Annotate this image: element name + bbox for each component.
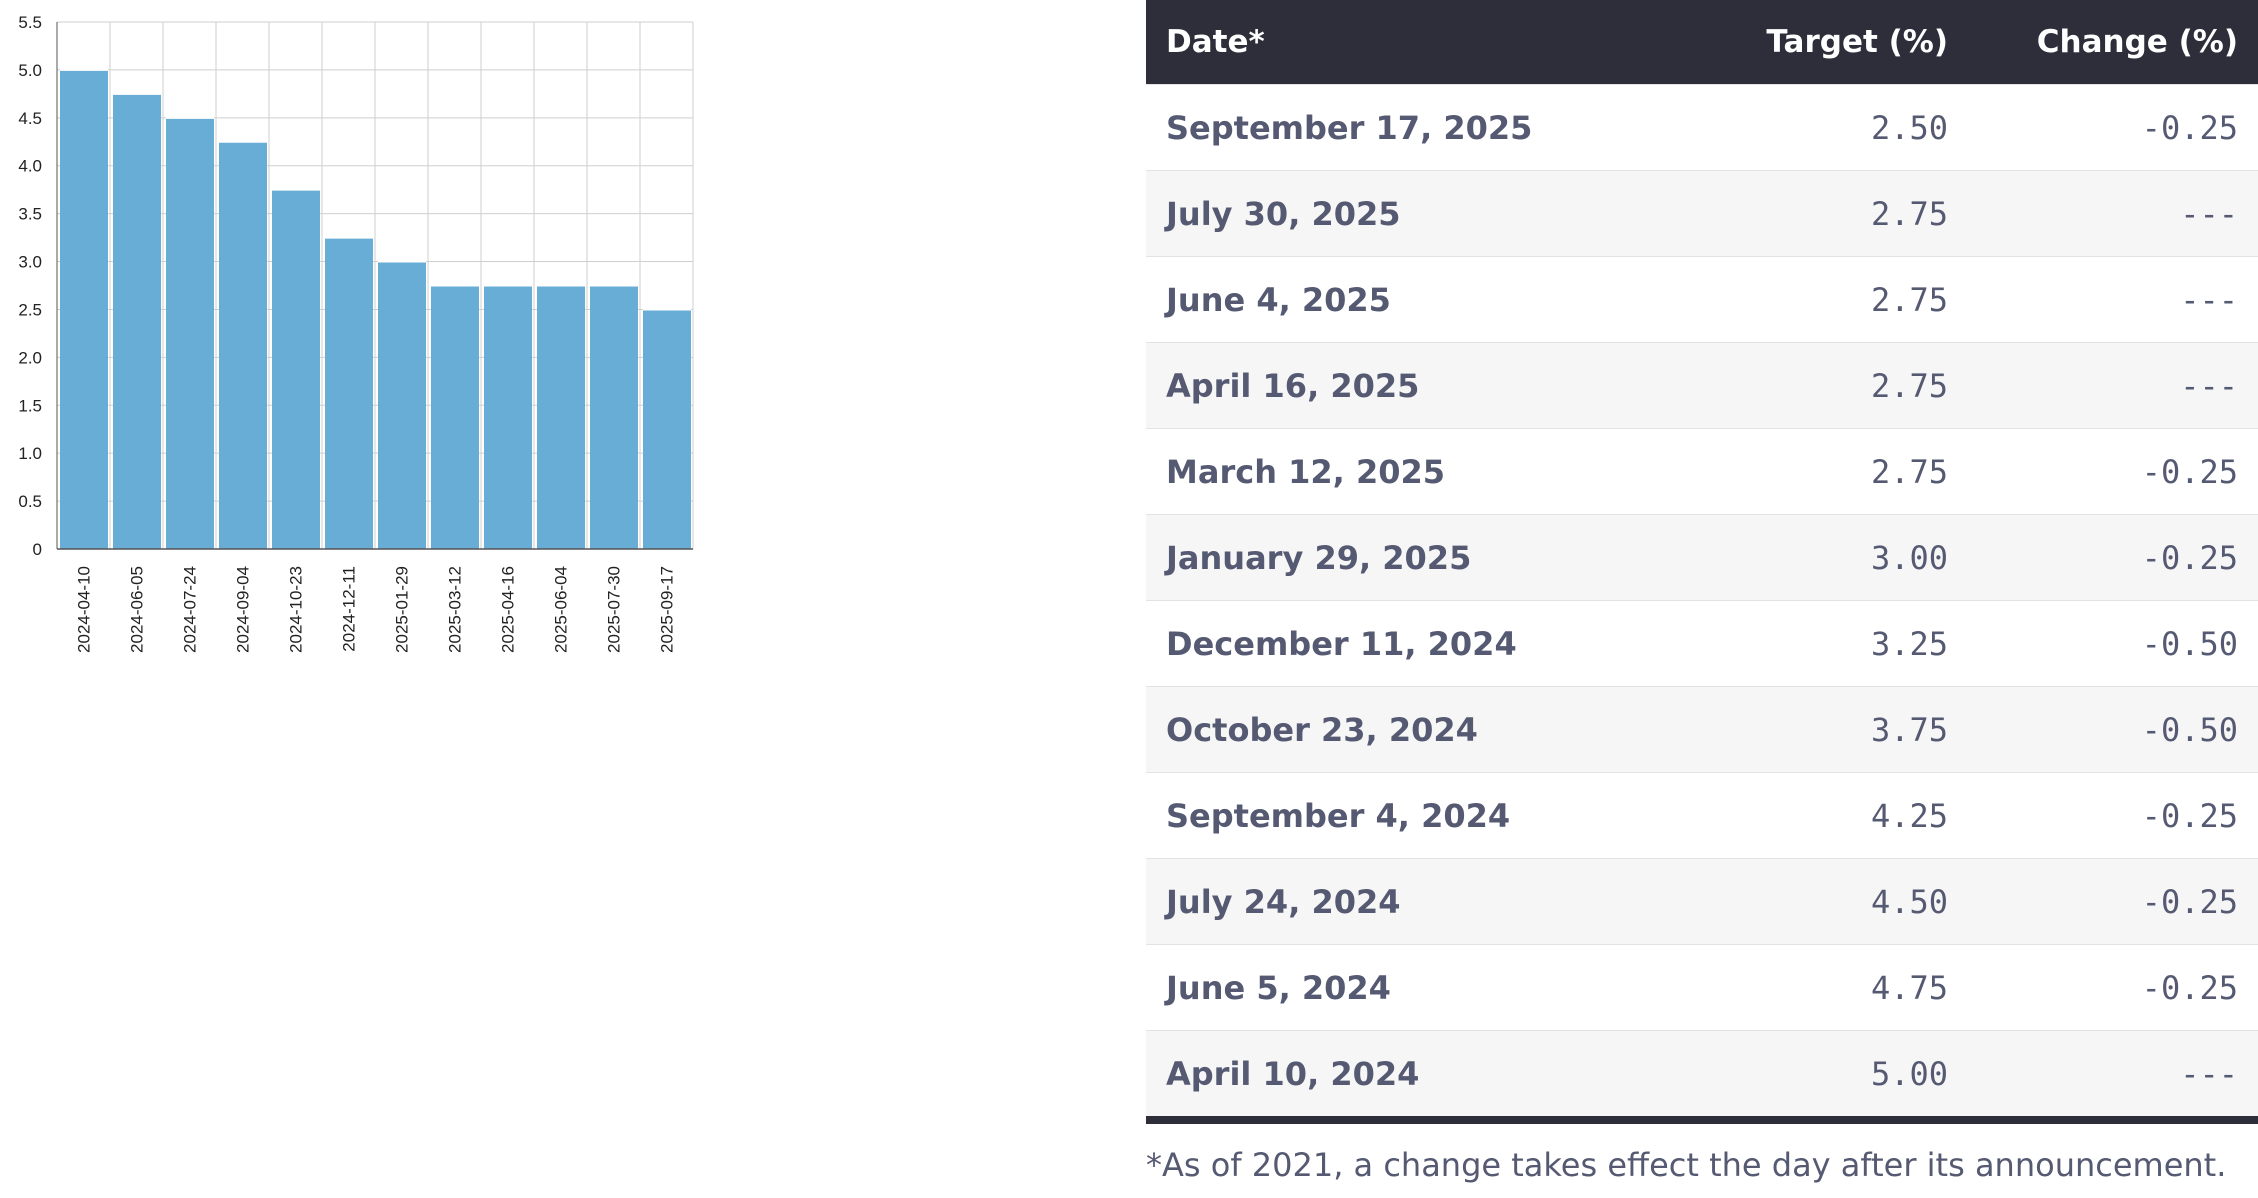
x-tick-label: 2025-07-30 — [605, 566, 624, 653]
row-date: April 16, 2025 — [1146, 342, 1706, 429]
row-date: July 24, 2024 — [1146, 858, 1706, 945]
row-change: -0.50 — [1968, 686, 2258, 773]
row-target: 2.75 — [1706, 170, 1968, 257]
row-change: -0.25 — [1968, 858, 2258, 945]
row-date: September 4, 2024 — [1146, 772, 1706, 859]
row-target: 3.00 — [1706, 514, 1968, 601]
y-tick-label: 4.0 — [18, 157, 42, 176]
table-row: April 16, 2025 2.75 --- — [1146, 342, 2258, 429]
bar — [272, 189, 320, 549]
header-change: Change (%) — [1968, 0, 2258, 85]
footnote: *As of 2021, a change takes effect the d… — [1146, 1146, 2227, 1184]
row-target: 4.50 — [1706, 858, 1968, 945]
row-date: January 29, 2025 — [1146, 514, 1706, 601]
x-tick-label: 2025-01-29 — [393, 566, 412, 653]
row-change: --- — [1968, 170, 2258, 257]
bar — [219, 141, 267, 550]
x-tick-label: 2024-10-23 — [287, 566, 306, 653]
row-date: June 4, 2025 — [1146, 256, 1706, 343]
row-change: --- — [1968, 342, 2258, 429]
table-row: December 11, 2024 3.25 -0.50 — [1146, 600, 2258, 687]
bar — [60, 69, 108, 549]
row-change: -0.25 — [1968, 514, 2258, 601]
row-date: July 30, 2025 — [1146, 170, 1706, 257]
row-target: 3.25 — [1706, 600, 1968, 687]
x-axis-labels: 2024-04-10 2024-06-05 2024-07-24 2024-09-04… — [75, 566, 677, 653]
table-row: July 24, 2024 4.50 -0.25 — [1146, 858, 2258, 945]
x-tick-label: 2024-06-05 — [128, 566, 147, 653]
row-change: -0.25 — [1968, 428, 2258, 515]
bar — [378, 261, 426, 549]
row-date: April 10, 2024 — [1146, 1030, 1706, 1124]
table-header-row: Date* Target (%) Change (%) — [1146, 0, 2258, 85]
rate-table: Date* Target (%) Change (%) September 17… — [1146, 0, 2258, 1124]
row-change: -0.50 — [1968, 600, 2258, 687]
row-target: 2.50 — [1706, 84, 1968, 171]
x-tick-label: 2024-09-04 — [234, 566, 253, 653]
y-tick-label: 5.5 — [18, 13, 42, 32]
y-tick-label: 4.5 — [18, 109, 42, 128]
x-tick-label: 2024-07-24 — [181, 566, 200, 653]
row-date: September 17, 2025 — [1146, 84, 1706, 171]
table-row: July 30, 2025 2.75 --- — [1146, 170, 2258, 257]
table-row: April 10, 2024 5.00 --- — [1146, 1030, 2258, 1124]
row-target: 2.75 — [1706, 428, 1968, 515]
row-date: October 23, 2024 — [1146, 686, 1706, 773]
bar — [325, 237, 373, 549]
bar — [643, 309, 691, 549]
row-change: --- — [1968, 256, 2258, 343]
rate-bar-chart: 0 0.5 1.0 1.5 2.0 2.5 3.0 3.5 4.0 4.5 5.0 5.5 2024-… — [18, 13, 694, 653]
x-tick-label: 2025-03-12 — [446, 566, 465, 653]
row-change: --- — [1968, 1030, 2258, 1124]
y-tick-label: 3.0 — [18, 253, 42, 272]
x-tick-label: 2024-12-11 — [340, 566, 359, 652]
row-target: 2.75 — [1706, 342, 1968, 429]
row-change: -0.25 — [1968, 772, 2258, 859]
row-date: March 12, 2025 — [1146, 428, 1706, 515]
row-target: 2.75 — [1706, 256, 1968, 343]
row-change: -0.25 — [1968, 944, 2258, 1031]
row-target: 4.25 — [1706, 772, 1968, 859]
row-target: 3.75 — [1706, 686, 1968, 773]
row-change: -0.25 — [1968, 84, 2258, 171]
y-tick-label: 1.5 — [18, 396, 42, 415]
row-target: 5.00 — [1706, 1030, 1968, 1124]
table-row: June 4, 2025 2.75 --- — [1146, 256, 2258, 343]
bar — [113, 93, 161, 549]
y-tick-label: 2.0 — [18, 348, 42, 367]
y-tick-label: 3.5 — [18, 205, 42, 224]
bar — [590, 285, 638, 549]
table-row: January 29, 2025 3.00 -0.25 — [1146, 514, 2258, 601]
row-date: June 5, 2024 — [1146, 944, 1706, 1031]
x-tick-label: 2025-04-16 — [499, 566, 518, 653]
y-axis-labels: 0 0.5 1.0 1.5 2.0 2.5 3.0 3.5 4.0 4.5 5.0 5.5 — [18, 13, 42, 559]
y-tick-label: 1.0 — [18, 444, 42, 463]
bar — [537, 285, 585, 549]
y-tick-label: 2.5 — [18, 300, 42, 319]
chart-bars — [60, 68, 691, 550]
row-date: December 11, 2024 — [1146, 600, 1706, 687]
chart-axes — [56, 22, 693, 550]
y-tick-label: 0.5 — [18, 492, 42, 511]
x-tick-label: 2024-04-10 — [75, 566, 94, 653]
row-target: 4.75 — [1706, 944, 1968, 1031]
table-row: March 12, 2025 2.75 -0.25 — [1146, 428, 2258, 515]
bar — [484, 285, 532, 549]
rate-table-container: Date* Target (%) Change (%) September 17… — [1146, 0, 2258, 1124]
x-tick-label: 2025-09-17 — [658, 566, 677, 653]
y-tick-label: 0 — [33, 540, 42, 559]
x-tick-label: 2025-06-04 — [552, 566, 571, 653]
header-date: Date* — [1146, 0, 1706, 85]
table-row: September 4, 2024 4.25 -0.25 — [1146, 772, 2258, 859]
table-row: June 5, 2024 4.75 -0.25 — [1146, 944, 2258, 1031]
table-row: September 17, 2025 2.50 -0.25 — [1146, 84, 2258, 171]
bar — [431, 285, 479, 549]
bar — [166, 117, 214, 550]
y-tick-label: 5.0 — [18, 61, 42, 80]
header-target: Target (%) — [1706, 0, 1968, 85]
table-row: October 23, 2024 3.75 -0.50 — [1146, 686, 2258, 773]
